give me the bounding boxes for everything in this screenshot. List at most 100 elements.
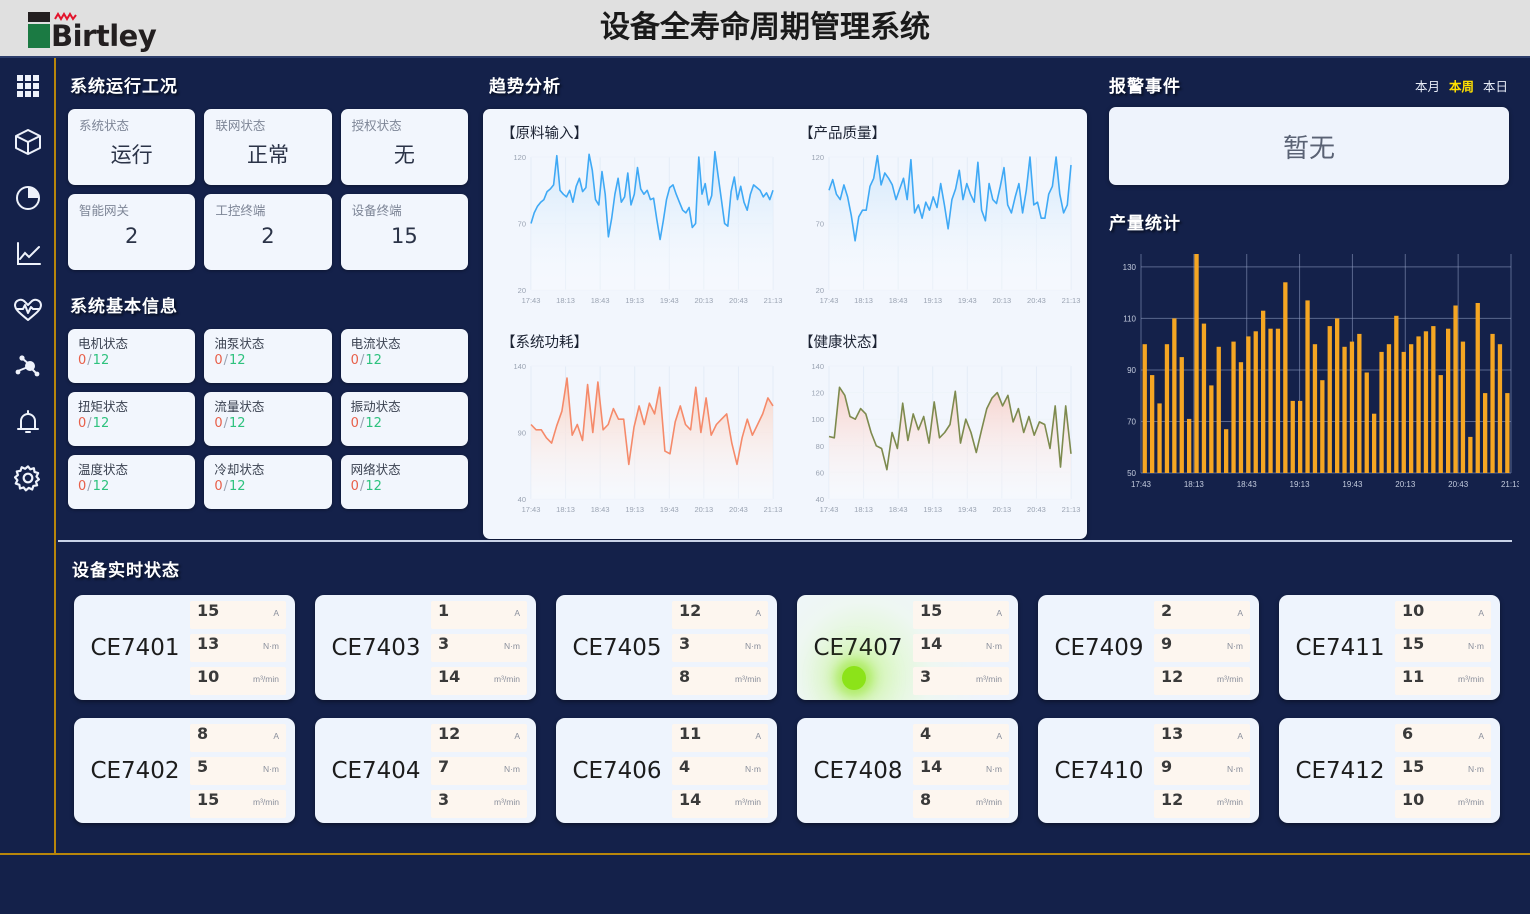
page-title: 设备全寿命周期管理系统: [600, 10, 930, 45]
output-chart[interactable]: 50 70 90 110 130 17:43 18:13 18:43 19:13 19:43 20:…: [1107, 244, 1522, 499]
svg-text:20:43: 20:43: [1448, 480, 1469, 489]
metric-value: 1: [438, 600, 450, 620]
info-card-label: 流量状态: [214, 399, 265, 414]
system-status-grid: 系统状态 运行 联网状态 正常 授权状态无 智能网关 2 工控终端 2 设备终端 15: [68, 109, 468, 270]
metric-unit: A: [1237, 607, 1243, 618]
logo-wordmark: Birtley: [51, 19, 157, 53]
metric-value: 10: [197, 666, 220, 686]
info-card[interactable]: 流量状态 0/12: [204, 392, 332, 446]
metric-value: 7: [438, 756, 450, 776]
info-card-label: 电流状态: [350, 336, 401, 351]
status-card-value: 无: [393, 143, 415, 167]
info-card[interactable]: 网络状态 0/12: [340, 455, 468, 509]
svg-text:20:13: 20:13: [694, 505, 713, 514]
status-card[interactable]: 工控终端 2: [204, 194, 332, 270]
info-card[interactable]: 冷却状态 0/12: [204, 455, 332, 509]
status-card[interactable]: 系统状态 运行: [68, 109, 196, 185]
left-column: 系统运行工况 系统状态 运行 联网状态 正常 授权状态无 智能网关 2 工控终端 2 设…: [58, 58, 478, 509]
status-card-label: 授权状态: [351, 119, 402, 133]
device-card[interactable]: CE7404 12 A 7 N·m 3 m³/min: [315, 718, 536, 823]
info-sep: /: [87, 479, 92, 494]
status-card-value: 运行: [110, 143, 153, 167]
bell-icon: [15, 408, 41, 436]
line-chart-icon: [14, 240, 42, 268]
info-card[interactable]: 油泵状态 0/12: [204, 329, 332, 383]
info-card[interactable]: 振动状态 0/12: [340, 392, 468, 446]
metric-unit: m³/min: [494, 673, 520, 684]
sidebar-item-statistics[interactable]: [0, 170, 56, 226]
metric-unit: A: [1478, 607, 1484, 618]
sidebar-item-settings[interactable]: [0, 450, 56, 506]
info-good-count: 12: [229, 479, 246, 494]
info-good-count: 12: [365, 416, 382, 431]
sidebar-item-dashboard[interactable]: [0, 58, 56, 114]
status-card[interactable]: 联网状态 正常: [204, 109, 332, 185]
svg-text:21:13: 21:13: [1501, 480, 1519, 489]
logo-zigzag-icon: [54, 12, 77, 21]
device-metrics: 10 A 15 N·m 11 m³/min: [1395, 600, 1491, 695]
metric-current: 15 A: [190, 600, 286, 629]
device-card[interactable]: CE7410 13 A 9 N·m 12 m³/min: [1038, 718, 1259, 823]
chart-power-consumption[interactable]: 【系统功耗】 40 90 140 17:43 18:13 18:43 19:13 19:43 2…: [491, 326, 785, 531]
info-card[interactable]: 电流状态 0/12: [340, 329, 468, 383]
device-id: CE7403: [331, 634, 421, 661]
sidebar-item-trends[interactable]: [0, 226, 56, 282]
alarm-empty-text: 暂无: [1282, 133, 1335, 164]
metric-value: 13: [1161, 723, 1184, 743]
metric-unit: N·m: [503, 763, 520, 774]
metric-value: 12: [438, 723, 461, 743]
device-card[interactable]: CE7401 15 A 13 N·m 10 m³/min: [74, 595, 295, 700]
svg-text:70: 70: [816, 220, 824, 229]
alarm-range-tabs: 本月 本周 本日: [1415, 76, 1508, 97]
info-card-fraction: 0/12: [78, 352, 185, 370]
sidebar-item-topology[interactable]: [0, 338, 56, 394]
device-card[interactable]: CE7411 10 A 15 N·m 11 m³/min: [1279, 595, 1500, 700]
info-card[interactable]: 温度状态 0/12: [68, 455, 196, 509]
svg-text:17:43: 17:43: [820, 505, 839, 514]
svg-text:20:13: 20:13: [992, 296, 1011, 305]
chart-health-status[interactable]: 【健康状态】 40 60 80 100 120 140 17:43 18:13 18:43 19:…: [789, 326, 1083, 531]
info-card-fraction: 0/12: [214, 478, 321, 496]
logo-green-square: [28, 24, 50, 48]
svg-text:18:43: 18:43: [889, 296, 908, 305]
metric-flow: 14 m³/min: [431, 666, 527, 695]
info-card-fraction: 0/12: [78, 478, 185, 496]
chart-raw-material[interactable]: 【原料输入】 20 70 120 17:43 18:13 18:43 19:13 19:43 2…: [491, 117, 785, 322]
svg-text:120: 120: [811, 389, 824, 398]
tab-today[interactable]: 本日: [1482, 79, 1508, 94]
sidebar-item-health[interactable]: [0, 282, 56, 338]
status-card[interactable]: 智能网关 2: [68, 194, 196, 270]
svg-text:70: 70: [1127, 417, 1136, 426]
svg-text:18:13: 18:13: [556, 296, 575, 305]
info-card-label: 电机状态: [78, 336, 129, 351]
info-card[interactable]: 扭矩状态 0/12: [68, 392, 196, 446]
tab-this-week[interactable]: 本周: [1448, 79, 1474, 94]
device-card[interactable]: CE7405 12 A 3 N·m 8 m³/min: [556, 595, 777, 700]
chart-canvas: 50 70 90 110 130 17:43 18:13 18:43 19:13 19:43 20:…: [1123, 254, 1522, 489]
device-metrics: 12 A 3 N·m 8 m³/min: [672, 600, 768, 695]
status-card[interactable]: 授权状态无: [340, 109, 468, 185]
tab-this-month[interactable]: 本月: [1414, 79, 1440, 94]
status-card[interactable]: 设备终端 15: [340, 194, 468, 270]
svg-text:19:43: 19:43: [958, 296, 977, 305]
device-card[interactable]: CE7407 15 A 14 N·m 3 m³/min: [797, 595, 1018, 700]
main-stage: 系统运行工况 系统状态 运行 联网状态 正常 授权状态无 智能网关 2 工控终端 2 设…: [58, 58, 1530, 853]
sidebar-item-assets[interactable]: [0, 114, 56, 170]
device-card[interactable]: CE7406 11 A 4 N·m 14 m³/min: [556, 718, 777, 823]
chart-title: 【产品质量】: [799, 126, 886, 142]
sidebar-item-alarms[interactable]: [0, 394, 56, 450]
info-card[interactable]: 电机状态 0/12: [68, 329, 196, 383]
trend-title: 趋势分析: [489, 77, 561, 97]
metric-torque: 14 N·m: [913, 633, 1009, 662]
metric-unit: A: [273, 730, 279, 741]
chart-product-quality[interactable]: 【产品质量】 20 70 120 17:43 18:13 18:43 19:13 19:43 2…: [789, 117, 1083, 322]
top-bar: 设备全寿命周期管理系统 Birtley: [0, 0, 1530, 58]
